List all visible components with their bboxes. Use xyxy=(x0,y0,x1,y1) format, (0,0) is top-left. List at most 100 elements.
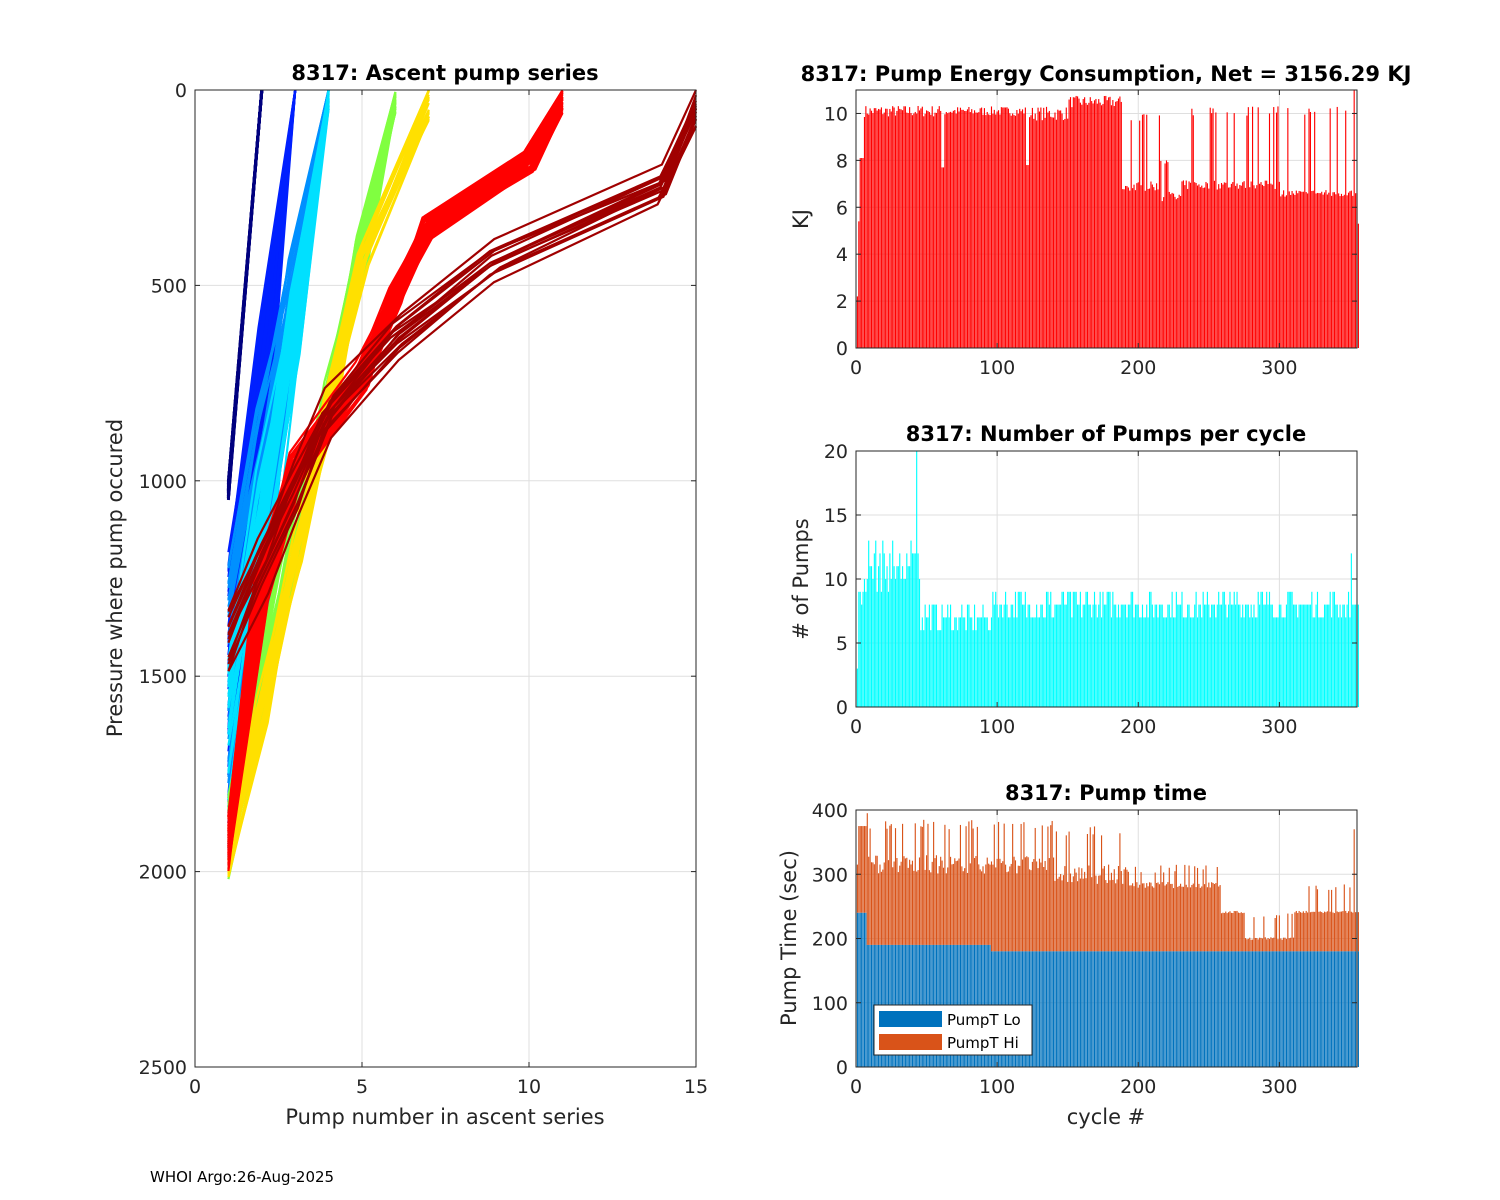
energy-bar xyxy=(1315,193,1317,348)
npumps-bar xyxy=(1336,604,1338,707)
pumptime-lo-bar xyxy=(1242,951,1244,1067)
energy-bar xyxy=(1150,181,1152,348)
energy-bar xyxy=(870,110,873,349)
pumptime-lo-bar xyxy=(1244,951,1247,1067)
energy-bar xyxy=(1322,194,1324,348)
pumptime-hi-bar xyxy=(1167,882,1169,952)
pumptime-hi-bar xyxy=(875,855,877,945)
ascent-series-line xyxy=(227,118,698,644)
pumptime-lo-bar xyxy=(1136,951,1138,1067)
pumptime-lo-bar xyxy=(1167,951,1169,1067)
energy-bar xyxy=(880,107,882,348)
pumptime-lo-bar xyxy=(1074,951,1076,1067)
npumps-bar xyxy=(1124,604,1127,707)
ascent-xlabel: Pump number in ascent series xyxy=(285,1105,604,1129)
ascent-series-line xyxy=(227,126,697,672)
pumptime-hi-bar xyxy=(906,857,908,945)
pumptime-hi-bar xyxy=(918,857,921,945)
pumptime-lo-bar xyxy=(1113,951,1115,1067)
npumps-bar xyxy=(1067,591,1069,707)
pumptime-lo-bar xyxy=(1268,951,1271,1067)
energy-bar xyxy=(1263,186,1265,348)
energy-bar xyxy=(958,111,960,348)
npumps-bar xyxy=(1105,604,1107,707)
npumps-bar xyxy=(1127,604,1129,707)
energy-bar xyxy=(1235,185,1237,348)
energy-bar xyxy=(1165,160,1168,348)
pumptime-lo-bar xyxy=(1191,951,1193,1067)
pumptime-lo-bar xyxy=(1345,951,1347,1067)
energy-bar xyxy=(1309,111,1311,348)
energy-bar xyxy=(1079,102,1081,348)
npumps-bar xyxy=(1216,604,1218,707)
pumptime-hi-bar xyxy=(1294,912,1296,952)
pumptime-hi-bar xyxy=(954,858,956,945)
energy-bar xyxy=(1078,98,1080,348)
energy-bar xyxy=(1016,110,1018,349)
energy-bar xyxy=(949,111,952,349)
pumptime-hi-bar xyxy=(1307,912,1309,952)
npumps-bar xyxy=(892,540,894,707)
npumps-bar xyxy=(1010,604,1012,707)
pumptime-lo-bar xyxy=(1199,951,1201,1067)
pumptime-lo-bar xyxy=(1058,951,1060,1067)
npumps-bar xyxy=(1085,591,1087,707)
energy-bar xyxy=(1266,180,1268,348)
npumps-bar xyxy=(1273,617,1275,707)
energy-bar xyxy=(975,112,977,348)
pumptime-hi-bar xyxy=(1065,835,1067,952)
npumps-bar xyxy=(1314,617,1316,707)
energy-bar xyxy=(1268,113,1271,348)
energy-bar xyxy=(1290,194,1292,348)
energy-bar xyxy=(1253,185,1255,348)
pumptime-lo-bar xyxy=(1260,951,1262,1067)
pumptime-hi-bar xyxy=(1163,872,1165,952)
npumps-bar xyxy=(986,617,988,707)
pumptime-lo-bar xyxy=(858,912,860,1067)
pumptime-hi-bar xyxy=(972,828,974,945)
pumptime-lo-bar xyxy=(1053,951,1055,1067)
energy-ytick-label: 6 xyxy=(836,197,848,219)
npumps-bar xyxy=(1139,617,1141,707)
npumps-bar xyxy=(1235,604,1237,707)
pumptime-lo-bar xyxy=(1233,951,1235,1067)
energy-bar xyxy=(941,167,943,348)
npumps-bar xyxy=(1136,604,1138,707)
npumps-bar xyxy=(1309,604,1311,707)
energy-bar xyxy=(1051,117,1053,348)
npumps-bar xyxy=(1338,617,1340,707)
pumptime-hi-bar xyxy=(1084,871,1086,952)
npumps-bar xyxy=(1069,591,1072,707)
pumptime-hi-bar xyxy=(1326,911,1328,952)
pumptime-lo-bar xyxy=(1044,951,1046,1067)
npumps-bar xyxy=(1167,604,1169,707)
pumptime-lo-bar xyxy=(1340,951,1343,1067)
pumptime-hi-bar xyxy=(1057,878,1059,952)
pumptime-lo-bar xyxy=(1077,951,1079,1067)
energy-bar xyxy=(983,108,985,348)
pumptime-hi-bar xyxy=(951,864,953,945)
pumptime-lo-bar xyxy=(1085,951,1087,1067)
pumptime-hi-bar xyxy=(1053,857,1055,952)
energy-bar xyxy=(978,112,980,348)
pumptime-lo-bar xyxy=(1280,951,1282,1067)
energy-ytick-label: 10 xyxy=(824,103,848,125)
ascent-pump-series-plot: 0 5 10 15 0 500 1000 1500 2000 2500 8317: Ascent … xyxy=(103,61,708,1129)
pumptime-hi-bar xyxy=(1078,867,1080,952)
npumps-bar xyxy=(1323,604,1326,707)
pumptime-hi-bar xyxy=(902,823,904,945)
energy-bar xyxy=(861,158,863,348)
npumps-bar xyxy=(1109,591,1111,707)
pumptime-hi-bar xyxy=(1216,866,1218,952)
energy-bar xyxy=(1062,120,1065,348)
pumptime-lo-bar xyxy=(1263,951,1265,1067)
pumptime-hi-bar xyxy=(1123,869,1125,952)
pumptime-hi-bar xyxy=(1051,820,1053,952)
pumptime-lo-bar xyxy=(1246,951,1248,1067)
energy-bar xyxy=(920,108,922,349)
npumps-bar xyxy=(1209,617,1211,707)
energy-bar xyxy=(1175,199,1177,348)
npumps-bar xyxy=(955,617,957,707)
pumptime-hi-bar xyxy=(1266,939,1268,952)
energy-bar xyxy=(1144,190,1146,348)
